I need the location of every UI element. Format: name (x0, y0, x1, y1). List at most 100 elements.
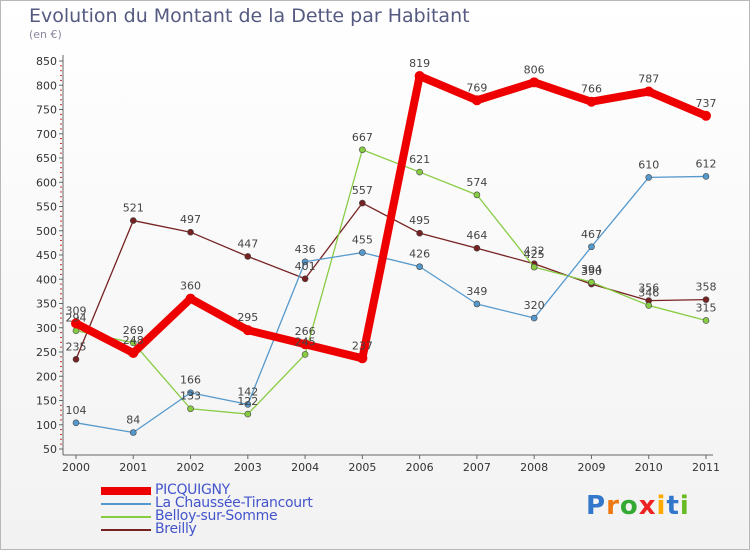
logo-letter: x (638, 491, 657, 521)
data-label: 394 (581, 263, 602, 276)
y-tick-label: 50 (43, 443, 57, 456)
data-label: 294 (66, 312, 87, 325)
y-tick-label: 300 (36, 322, 57, 335)
data-point (359, 146, 366, 154)
data-point (244, 410, 252, 418)
data-label: 464 (466, 229, 487, 242)
data-label: 737 (696, 97, 717, 110)
data-point (588, 243, 595, 251)
data-point (414, 71, 425, 82)
y-tick-label: 350 (36, 298, 57, 311)
data-label: 819 (409, 57, 430, 70)
data-label: 425 (524, 248, 545, 261)
data-point (244, 253, 252, 260)
data-label: 122 (237, 395, 258, 408)
data-point (300, 339, 311, 350)
data-label: 360 (180, 280, 201, 293)
legend-label: PICQUIGNY (155, 482, 230, 498)
data-label: 346 (638, 286, 659, 299)
data-label: 309 (66, 304, 87, 317)
data-label: 269 (123, 324, 144, 337)
x-tick-label: 2006 (406, 461, 434, 474)
data-point (416, 168, 423, 176)
data-point (416, 263, 423, 270)
y-tick-label: 200 (36, 370, 57, 383)
legend-item: Breilly (101, 521, 361, 538)
x-tick-label: 2009 (577, 461, 605, 474)
x-tick-label: 2002 (177, 461, 205, 474)
data-point (473, 191, 481, 199)
y-tick-label: 400 (36, 273, 57, 286)
data-point (301, 351, 309, 358)
data-point (187, 389, 194, 397)
x-tick-label: 2003 (234, 461, 262, 474)
data-point (645, 174, 653, 181)
data-point (701, 110, 711, 121)
legend-swatch (101, 487, 151, 495)
data-point (529, 77, 540, 88)
legend-swatch (101, 516, 151, 518)
data-label: 426 (409, 248, 430, 261)
data-label: 356 (638, 282, 659, 295)
data-label: 467 (581, 228, 602, 241)
y-tick-label: 600 (36, 176, 57, 189)
data-point (72, 419, 80, 427)
legend-swatch (101, 529, 151, 531)
x-tick-label: 2008 (520, 461, 548, 474)
data-label: 432 (524, 245, 545, 258)
data-point (129, 339, 137, 347)
data-point (301, 275, 309, 283)
data-point (187, 405, 194, 413)
logo-letter: i (679, 491, 690, 521)
logo-letter: t (666, 491, 680, 521)
logo-letter: P (586, 491, 607, 521)
data-label: 621 (409, 153, 430, 166)
data-label: 248 (123, 334, 144, 347)
data-label: 315 (696, 301, 717, 314)
data-label: 610 (638, 158, 659, 171)
data-point (244, 401, 252, 408)
data-label: 166 (180, 374, 201, 387)
data-point (357, 353, 368, 364)
data-label: 574 (466, 176, 487, 189)
data-point (530, 314, 538, 322)
data-label: 769 (466, 81, 487, 94)
legend-swatch (101, 503, 151, 505)
data-point (702, 296, 710, 303)
series-line-2 (75, 149, 707, 415)
x-tick-label: 2004 (291, 461, 319, 474)
data-label: 766 (581, 83, 602, 96)
series-line-1 (75, 175, 707, 434)
legend-item: La Chaussée-Tirancourt (101, 495, 361, 512)
data-label: 436 (295, 243, 316, 256)
data-label: 295 (237, 311, 258, 324)
chart-title: Evolution du Montant de la Dette par Hab… (29, 5, 470, 27)
data-point (702, 173, 710, 180)
y-tick-label: 850 (36, 55, 57, 68)
legend-item: PICQUIGNY (101, 482, 361, 499)
data-label: 104 (66, 404, 87, 417)
y-tick-label: 800 (36, 79, 57, 92)
data-label: 401 (295, 260, 316, 273)
data-point (128, 347, 139, 358)
data-label: 557 (352, 184, 373, 197)
y-tick-label: 500 (36, 225, 57, 238)
data-point (473, 300, 481, 308)
y-tick-label: 450 (36, 249, 57, 262)
logo-letter: r (606, 491, 620, 521)
data-point (530, 263, 538, 271)
y-tick-label: 750 (36, 104, 57, 117)
data-point (129, 217, 137, 224)
data-label: 495 (409, 214, 430, 227)
data-point (187, 228, 194, 236)
data-point (702, 317, 710, 324)
data-label: 667 (352, 131, 373, 144)
data-point (359, 199, 366, 207)
data-point (129, 429, 137, 436)
x-tick-label: 2000 (62, 461, 90, 474)
data-label: 84 (126, 414, 140, 427)
data-label: 235 (66, 340, 87, 353)
x-tick-label: 2011 (692, 461, 720, 474)
